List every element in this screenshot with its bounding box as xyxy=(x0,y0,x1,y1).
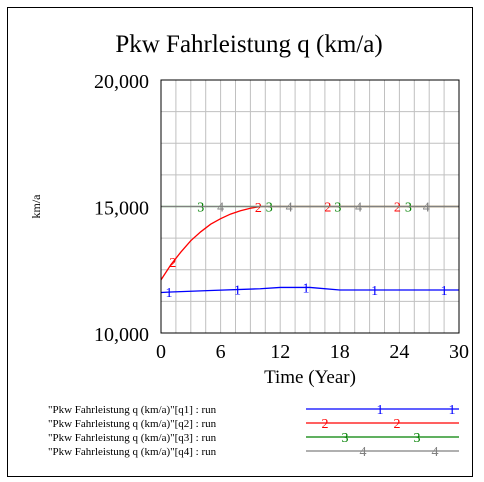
legend-marker: 3 xyxy=(414,431,421,446)
series-marker: 4 xyxy=(423,201,430,216)
legend-marker: 2 xyxy=(394,417,401,432)
series-1: 1 1 1 1 1 xyxy=(160,281,459,301)
series-marker: 2 xyxy=(394,201,401,216)
series-line xyxy=(160,286,459,294)
series-marker: 2 xyxy=(169,256,176,271)
x-tick-label: 6 xyxy=(216,341,226,363)
series-marker: 4 xyxy=(217,201,224,216)
series-marker: 3 xyxy=(197,201,204,216)
series-marker: 2 xyxy=(324,201,331,216)
legend-item: "Pkw Fahrleistung q (km/a)"[q1] : run 1 1 xyxy=(48,403,459,418)
series-marker: 1 xyxy=(234,284,241,299)
legend-marker: 4 xyxy=(432,445,439,460)
x-tick-label: 12 xyxy=(270,341,290,363)
legend-label: "Pkw Fahrleistung q (km/a)"[q4] : run xyxy=(48,446,217,458)
series-marker: 1 xyxy=(303,281,310,296)
legend-marker: 1 xyxy=(449,403,456,418)
legend-label: "Pkw Fahrleistung q (km/a)"[q3] : run xyxy=(48,432,217,444)
y-axis-label: km/a xyxy=(29,194,43,219)
x-axis-label: Time (Year) xyxy=(264,367,356,388)
x-tick-label: 0 xyxy=(156,341,166,363)
legend-marker: 2 xyxy=(322,417,329,432)
x-tick-label: 18 xyxy=(330,341,350,363)
y-tick-label: 10,000 xyxy=(94,324,149,346)
series-marker: 3 xyxy=(405,201,412,216)
series-marker: 4 xyxy=(355,201,362,216)
series-marker: 1 xyxy=(371,284,378,299)
series-layer: 1 1 1 1 122 2 23 3 3 34 4 4 4 xyxy=(160,201,459,301)
chart-frame xyxy=(7,7,473,477)
series-marker: 1 xyxy=(165,286,172,301)
plot-area xyxy=(160,79,460,334)
series-marker: 4 xyxy=(286,201,293,216)
y-tick-label: 20,000 xyxy=(94,71,149,93)
chart-title: Pkw Fahrleistung q (km/a) xyxy=(115,31,382,58)
legend-label: "Pkw Fahrleistung q (km/a)"[q2] : run xyxy=(48,418,217,430)
legend-marker: 4 xyxy=(360,445,367,460)
legend-marker: 1 xyxy=(377,403,384,418)
series-marker: 3 xyxy=(266,201,273,216)
series-marker: 3 xyxy=(334,201,341,216)
x-tick-label: 24 xyxy=(389,341,409,363)
series-marker: 1 xyxy=(441,284,448,299)
legend: "Pkw Fahrleistung q (km/a)"[q1] : run 1 1"… xyxy=(48,403,459,460)
legend-item: "Pkw Fahrleistung q (km/a)"[q2] : run 2 2 xyxy=(48,417,459,432)
legend-marker: 3 xyxy=(342,431,349,446)
x-tick-label: 30 xyxy=(449,341,469,363)
legend-item: "Pkw Fahrleistung q (km/a)"[q4] : run 4 4 xyxy=(48,445,459,460)
legend-label: "Pkw Fahrleistung q (km/a)"[q1] : run xyxy=(48,404,217,416)
y-tick-label: 15,000 xyxy=(94,198,149,220)
series-4: 4 4 4 4 xyxy=(161,201,459,216)
legend-item: "Pkw Fahrleistung q (km/a)"[q3] : run 3 3 xyxy=(48,431,459,446)
series-marker: 2 xyxy=(255,201,262,216)
